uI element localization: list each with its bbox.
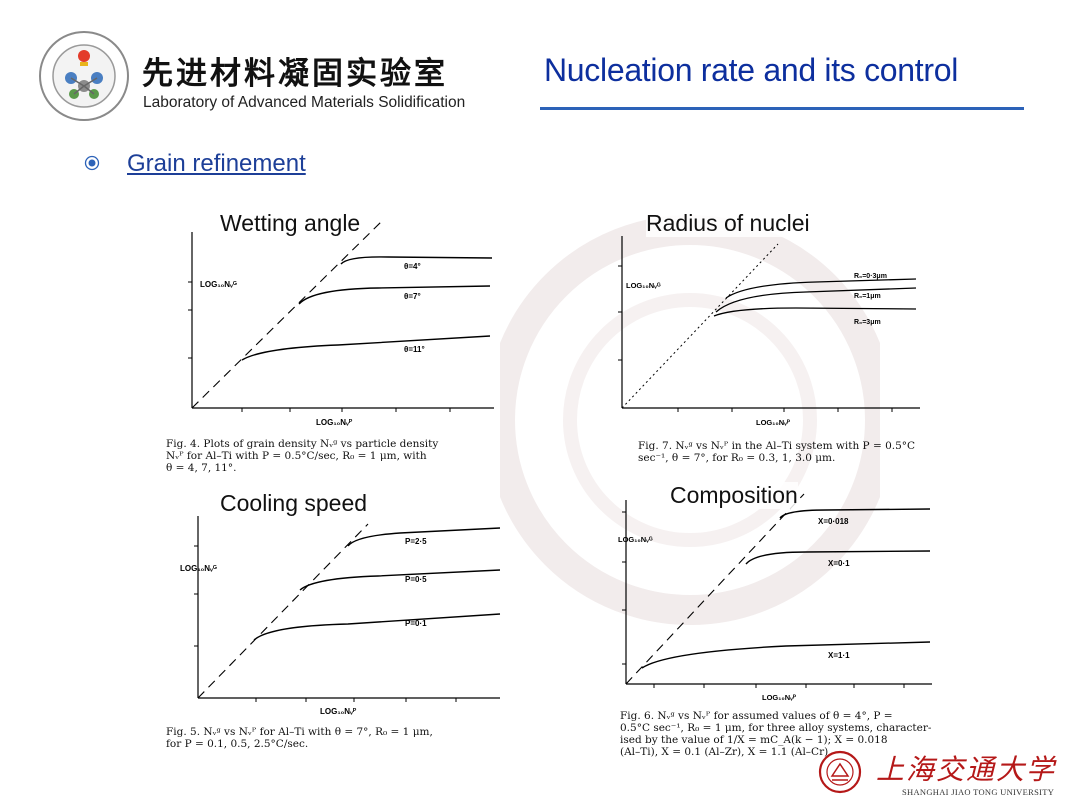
y-axis-label: LOG₁₀Nᵥᴳ <box>626 281 661 290</box>
x-axis-label: LOG₁₀Nᵥᴾ <box>762 693 797 702</box>
curve-label: R₀=0·3μm <box>854 273 887 280</box>
curve-label: θ=4° <box>404 262 421 271</box>
figure-caption: Fig. 5. Nᵥᵍ vs Nᵥᴾ for Al–Ti with θ = 7°… <box>166 726 433 750</box>
panel-label: Radius of nuclei <box>646 210 810 237</box>
panel-label: Wetting angle <box>220 210 361 237</box>
curve-label: X=0·1 <box>828 559 850 568</box>
cooling-speed-plot: LOG₁₀Nᵥᴳ LOG₁₀Nᵥᴾ P=2·5 P=0·5 P=0·1 <box>180 516 501 716</box>
sjtu-seal-icon <box>818 750 862 794</box>
composition-plot: LOG₁₀Nᵥᴳ LOG₁₀Nᵥᴾ X=0·018 X=0·1 X=1·1 <box>618 493 932 702</box>
university-name-cn: 上海交通大学 <box>876 753 1057 786</box>
figure-caption: Fig. 7. Nᵥᵍ vs Nᵥᴾ in the Al–Ti system w… <box>638 440 916 464</box>
figure-caption: Fig. 6. Nᵥᵍ vs Nᵥᴾ for assumed values of… <box>620 710 932 758</box>
panel-label: Cooling speed <box>220 490 368 517</box>
x-axis-label: LOG₁₀Nᵥᴾ <box>320 707 357 716</box>
university-name-en: SHANGHAI JIAO TONG UNIVERSITY <box>902 787 1055 797</box>
y-axis-label: LOG₁₀Nᵥᴳ <box>200 280 237 289</box>
curve-label: R₀=1μm <box>854 293 881 300</box>
curve-label: P=2·5 <box>405 537 427 546</box>
radius-of-nuclei-plot: LOG₁₀Nᵥᴳ LOG₁₀Nᵥᴾ R₀=0·3μm R₀=1μm R₀=3μm <box>618 236 920 427</box>
circle-bullet-icon <box>84 155 100 171</box>
curve-label: P=0·1 <box>405 619 427 628</box>
panel-radius-of-nuclei: LOG₁₀Nᵥᴳ LOG₁₀Nᵥᴾ R₀=0·3μm R₀=1μm R₀=3μm… <box>606 210 936 482</box>
curve-label: θ=7° <box>404 292 421 301</box>
panel-wetting-angle: LOG₁₀Nᵥᴳ LOG₁₀Nᵥᴾ θ=4° θ=7° θ=11° Wettin… <box>166 210 508 482</box>
curve-label: P=0·5 <box>405 575 427 584</box>
lab-name-cn: 先进材料凝固实验室 <box>142 56 448 92</box>
lab-seal-logo <box>39 31 129 121</box>
y-axis-label: LOG₁₀Nᵥᴳ <box>180 564 217 573</box>
curve-label: R₀=3μm <box>854 319 881 326</box>
panel-composition: LOG₁₀Nᵥᴳ LOG₁₀Nᵥᴾ X=0·018 X=0·1 X=1·1 Co… <box>606 482 946 764</box>
x-axis-label: LOG₁₀Nᵥᴾ <box>316 418 353 427</box>
curve-label: X=1·1 <box>828 651 850 660</box>
slide-title: Nucleation rate and its control <box>544 52 959 88</box>
lab-name-en: Laboratory of Advanced Materials Solidif… <box>143 94 466 111</box>
curve-label: X=0·018 <box>818 517 849 526</box>
wetting-angle-plot: LOG₁₀Nᵥᴳ LOG₁₀Nᵥᴾ θ=4° θ=7° θ=11° <box>188 219 494 427</box>
y-axis-label: LOG₁₀Nᵥᴳ <box>618 535 653 544</box>
title-underline <box>540 107 1024 110</box>
panel-label: Composition <box>670 482 798 509</box>
x-axis-label: LOG₁₀Nᵥᴾ <box>756 418 791 427</box>
section-heading[interactable]: Grain refinement <box>127 150 306 177</box>
panel-cooling-speed: LOG₁₀Nᵥᴳ LOG₁₀Nᵥᴾ P=2·5 P=0·5 P=0·1 Cool… <box>166 490 508 760</box>
figure-caption: Fig. 4. Plots of grain density Nᵥᵍ vs pa… <box>166 438 439 474</box>
curve-label: θ=11° <box>404 345 425 354</box>
